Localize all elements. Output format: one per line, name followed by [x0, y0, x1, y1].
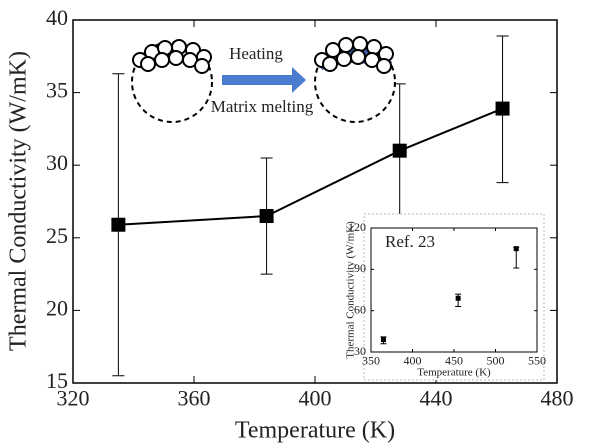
- marker: [380, 337, 386, 343]
- particles-before: [132, 39, 212, 74]
- annotation: Matrix melting: [211, 97, 314, 116]
- annotation: Ref. 23: [385, 232, 435, 251]
- y-tick-label: 90: [354, 261, 366, 275]
- x-tick-label: 450: [445, 353, 463, 367]
- y-tick-label: 25: [46, 223, 68, 248]
- schematic: [131, 36, 396, 123]
- y-tick-label: 35: [46, 78, 68, 103]
- marker: [259, 209, 274, 224]
- x-tick-label: 400: [404, 353, 422, 367]
- inset-chart: 350 400 450 500 550 30 60 90 120 Temperature (K) T…: [345, 213, 546, 381]
- marker: [455, 295, 461, 301]
- y-tick-label: 120: [348, 220, 366, 234]
- y-tick-label: 60: [354, 302, 366, 316]
- particles-after: [314, 36, 394, 74]
- marker: [111, 217, 126, 232]
- marker: [495, 101, 510, 116]
- x-tick-label: 550: [528, 353, 546, 367]
- y-tick-label: 30: [354, 344, 366, 358]
- y-axis-label: Thermal Conductivity (W/mK): [6, 51, 32, 351]
- y-tick-label: 30: [46, 150, 68, 175]
- y-axis-label: Thermal Conductivity (W/mK): [345, 221, 357, 359]
- x-axis-label: Temperature (K): [235, 418, 395, 444]
- x-tick-label: 360: [178, 386, 211, 411]
- x-axis-label: Temperature (K): [417, 367, 491, 379]
- y-tick-label: 40: [46, 5, 68, 30]
- x-tick-label: 500: [487, 353, 505, 367]
- annotation: Heating: [229, 44, 283, 63]
- y-tick-label: 20: [46, 295, 68, 320]
- y-tick-label: 15: [46, 368, 68, 393]
- x-tick-label: 440: [420, 386, 453, 411]
- marker: [392, 143, 407, 158]
- data-line: [118, 107, 503, 226]
- x-tick-label: 320: [57, 386, 90, 411]
- marker: [513, 246, 519, 252]
- x-tick-label: 400: [299, 386, 332, 411]
- x-tick-label: 480: [541, 386, 574, 411]
- main-chart: 320 360 400 440 480 15 20 25 30 35 40 Temperature (…: [6, 5, 574, 443]
- x-tick-label: 350: [362, 353, 380, 367]
- arrow: [222, 67, 306, 93]
